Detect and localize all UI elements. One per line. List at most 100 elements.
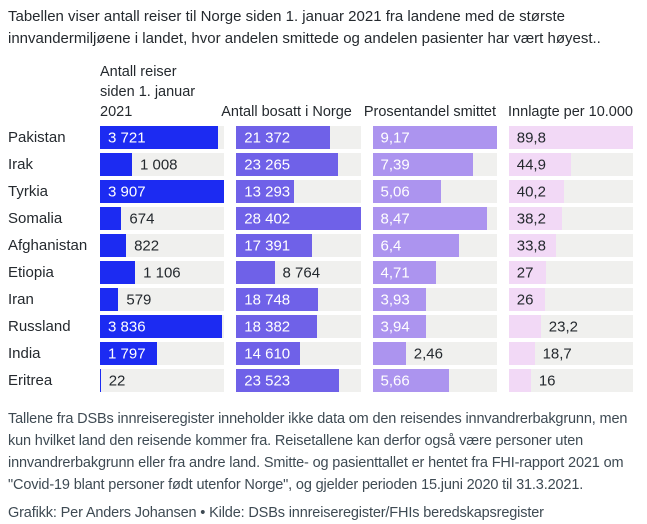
bar [372,234,460,257]
value-label: 18 382 [244,318,291,335]
value-label: 822 [134,237,160,254]
bar-cell: 26 [508,288,633,311]
bar [508,342,535,365]
column-header: Innlagte per 10.000 [508,104,633,120]
value-label: 1 797 [108,345,146,362]
bar-cell: 28 402 [236,207,361,230]
value-label: 7,39 [380,156,410,173]
bar [372,342,406,365]
value-label: 6,4 [380,237,402,254]
country-label: India [8,345,41,362]
value-label: 674 [129,210,155,227]
bar-cell: 18 382 [236,315,361,338]
value-label: 89,8 [516,129,546,146]
bar-cell: 22 [100,369,225,392]
bar [372,207,488,230]
bar-cell: 8,47 [372,207,497,230]
bar-cell: 5,06 [372,180,497,203]
value-label: 1 106 [143,264,181,281]
country-label: Pakistan [8,129,66,146]
country-label: Etiopia [8,264,54,281]
bar [236,288,319,311]
bar-cell: 579 [100,288,225,311]
bar [372,315,426,338]
bar-cell: 2,46 [372,342,497,365]
bar [100,288,119,311]
bar-cell: 38,2 [508,207,633,230]
column-header: Prosentandel smittet [363,104,497,120]
bar [236,261,275,284]
bar [372,126,497,149]
value-label: 33,8 [516,237,546,254]
value-label: 18,7 [542,345,572,362]
value-label: 4,71 [380,264,410,281]
bar [508,180,565,203]
bar [236,207,361,230]
bar-cell: 6,4 [372,234,497,257]
bar [236,315,317,338]
bar-cell: 822 [100,234,225,257]
bar [508,207,562,230]
bar-cell: 18 748 [236,288,361,311]
bar [100,207,122,230]
bar-cell: 23 523 [236,369,361,392]
column-header: Antall bosatt i Norge [221,104,352,120]
value-label: 38,2 [516,210,546,227]
bar [100,153,133,176]
bar-cell: 7,39 [372,153,497,176]
bar-cell: 674 [100,207,225,230]
value-label: 1 008 [139,156,178,173]
value-label: 3,94 [380,318,410,335]
bar-chart-table: Pakistan 3 721 21 372 9,17 89,8 Irak 1 008 23 2… [8,126,633,392]
bar [508,261,547,284]
bar-cell: 3 721 [100,126,225,149]
bar [372,261,437,284]
bar-cell: 3 907 [100,180,225,203]
bar-cell: 89,8 [508,126,633,149]
value-label: 17 391 [244,237,291,254]
value-label: 13 293 [244,183,291,200]
credit-line: Grafikk: Per Anders Johansen • Kilde: DS… [8,505,544,521]
bar [372,288,426,311]
value-label: 5,06 [380,183,410,200]
value-label: 3 721 [108,129,146,146]
bar [372,153,473,176]
column-header: Antall reiser siden 1. januar 2021 [100,64,196,120]
bar [236,369,340,392]
country-label: Eritrea [8,372,53,389]
value-label: 16 [538,372,556,389]
bar [236,180,295,203]
country-label: Afghanistan [8,237,88,254]
bar [236,153,339,176]
bar-cell: 21 372 [236,126,361,149]
value-label: 8 764 [282,264,321,281]
bar [372,180,442,203]
bar-cell: 4,71 [372,261,497,284]
bar-cell: 9,17 [372,126,497,149]
value-label: 5,66 [380,372,410,389]
bar-cell: 27 [508,261,633,284]
value-label: 8,47 [380,210,410,227]
country-label: Somalia [8,210,63,227]
bar-cell: 23,2 [508,315,633,338]
value-label: 23 265 [244,156,291,173]
bar-cell: 5,66 [372,369,497,392]
bar-cell: 1 008 [100,153,225,176]
bar-cell: 18,7 [508,342,633,365]
chart-title: Tabellen viser antall reiser til Norge s… [8,8,601,47]
bar [508,234,556,257]
bar [100,261,136,284]
value-label: 18 748 [244,291,291,308]
bar-cell: 17 391 [236,234,361,257]
value-label: 2,46 [413,345,443,362]
footnote: Tallene fra DSBs innreiseregister inneho… [8,411,628,493]
value-label: 579 [126,291,152,308]
bar [236,234,313,257]
country-label: Russland [8,318,71,335]
value-label: 23 523 [244,372,291,389]
value-label: 9,17 [380,129,410,146]
bar-cell: 33,8 [508,234,633,257]
bar-cell: 23 265 [236,153,361,176]
bar-cell: 3 836 [100,315,225,338]
bar-cell: 3,94 [372,315,497,338]
